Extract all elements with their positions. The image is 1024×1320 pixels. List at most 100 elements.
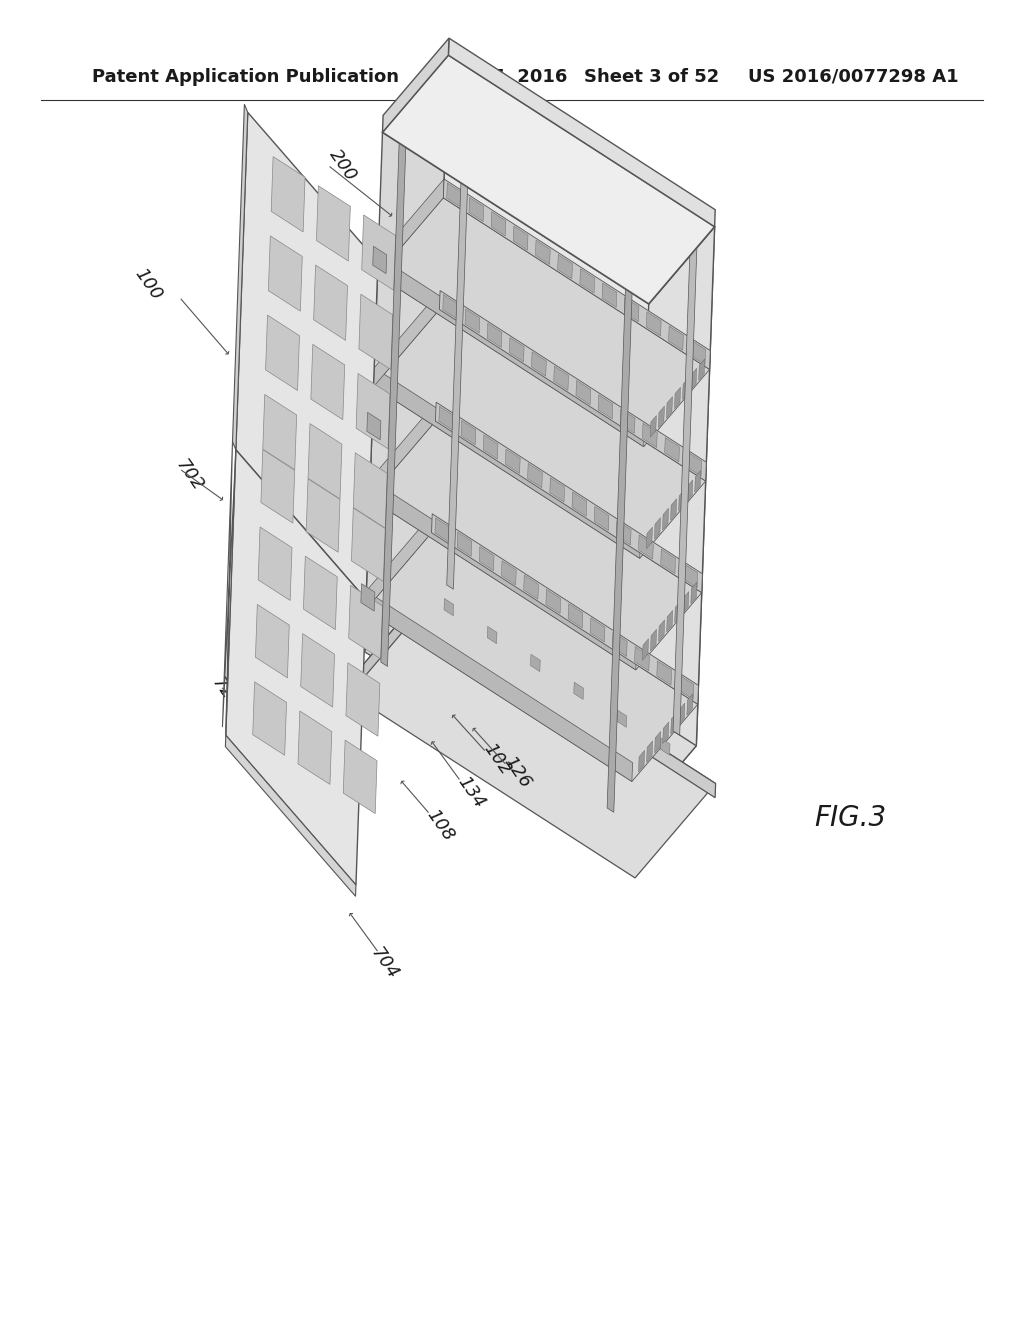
Polygon shape	[513, 226, 528, 251]
Polygon shape	[370, 421, 701, 669]
Polygon shape	[236, 112, 378, 599]
Polygon shape	[546, 589, 560, 614]
Text: 702: 702	[172, 455, 207, 495]
Text: 126: 126	[500, 752, 535, 792]
Polygon shape	[430, 55, 715, 746]
Polygon shape	[554, 366, 568, 391]
Polygon shape	[572, 492, 587, 516]
Polygon shape	[358, 294, 393, 370]
Polygon shape	[365, 55, 449, 652]
Polygon shape	[621, 409, 635, 433]
Polygon shape	[523, 576, 539, 599]
Polygon shape	[492, 211, 506, 236]
Polygon shape	[660, 738, 670, 755]
Polygon shape	[687, 694, 693, 715]
Polygon shape	[671, 499, 677, 520]
Polygon shape	[673, 211, 698, 735]
Polygon shape	[383, 55, 715, 304]
Polygon shape	[349, 585, 383, 659]
Polygon shape	[654, 517, 660, 540]
Polygon shape	[342, 595, 423, 704]
Polygon shape	[690, 368, 696, 389]
Polygon shape	[530, 655, 541, 672]
Text: 102: 102	[479, 739, 514, 779]
Polygon shape	[654, 731, 660, 752]
Text: 110: 110	[274, 205, 309, 244]
Polygon shape	[479, 546, 494, 570]
Polygon shape	[461, 421, 476, 445]
Text: Patent Application Publication: Patent Application Publication	[92, 67, 399, 86]
Text: US 2016/0077298 A1: US 2016/0077298 A1	[748, 67, 958, 86]
Polygon shape	[658, 620, 665, 642]
Polygon shape	[531, 352, 546, 376]
Polygon shape	[361, 215, 395, 290]
Polygon shape	[679, 704, 685, 725]
Polygon shape	[602, 282, 616, 308]
Polygon shape	[660, 549, 676, 573]
Polygon shape	[367, 412, 381, 440]
Polygon shape	[679, 490, 685, 511]
Polygon shape	[665, 438, 679, 462]
Polygon shape	[346, 663, 380, 737]
Polygon shape	[675, 387, 681, 409]
Polygon shape	[671, 713, 677, 734]
Polygon shape	[550, 478, 564, 502]
Polygon shape	[258, 527, 292, 601]
Polygon shape	[298, 711, 332, 784]
Polygon shape	[639, 750, 644, 772]
Polygon shape	[639, 535, 653, 560]
Polygon shape	[374, 309, 706, 558]
Polygon shape	[253, 682, 287, 755]
Polygon shape	[271, 157, 305, 232]
Polygon shape	[383, 38, 449, 132]
Polygon shape	[422, 595, 716, 797]
Polygon shape	[598, 395, 612, 418]
Polygon shape	[268, 236, 302, 312]
Polygon shape	[650, 416, 656, 437]
Polygon shape	[316, 186, 350, 261]
Polygon shape	[356, 374, 390, 449]
Polygon shape	[687, 480, 692, 502]
Polygon shape	[373, 247, 387, 273]
Polygon shape	[650, 630, 656, 651]
Polygon shape	[370, 479, 637, 669]
Polygon shape	[446, 66, 472, 589]
Text: 100: 100	[131, 264, 166, 304]
Polygon shape	[222, 442, 236, 735]
Polygon shape	[509, 338, 524, 362]
Text: 108: 108	[423, 805, 458, 845]
Polygon shape	[683, 591, 689, 612]
Polygon shape	[612, 632, 627, 656]
Polygon shape	[457, 532, 472, 557]
Polygon shape	[616, 520, 631, 545]
Polygon shape	[381, 143, 406, 667]
Polygon shape	[575, 380, 591, 405]
Polygon shape	[483, 434, 498, 459]
Polygon shape	[669, 326, 683, 350]
Polygon shape	[656, 661, 672, 685]
Polygon shape	[301, 634, 335, 708]
Polygon shape	[360, 583, 375, 611]
Polygon shape	[568, 603, 583, 628]
Polygon shape	[607, 289, 632, 812]
Polygon shape	[465, 309, 479, 333]
Polygon shape	[236, 450, 366, 609]
Polygon shape	[225, 450, 366, 884]
Polygon shape	[303, 556, 337, 630]
Polygon shape	[265, 315, 299, 391]
Polygon shape	[370, 403, 436, 498]
Polygon shape	[439, 290, 707, 480]
Text: FIG.3: FIG.3	[814, 804, 886, 833]
Polygon shape	[366, 533, 697, 781]
Text: 118: 118	[244, 297, 279, 337]
Polygon shape	[308, 424, 342, 499]
Text: 106: 106	[233, 469, 268, 508]
Polygon shape	[663, 722, 669, 743]
Polygon shape	[527, 463, 543, 487]
Text: Mar. 17, 2016: Mar. 17, 2016	[430, 67, 567, 86]
Polygon shape	[469, 197, 483, 222]
Polygon shape	[687, 451, 701, 477]
Text: 300: 300	[597, 350, 632, 389]
Text: 200: 200	[326, 145, 360, 185]
Polygon shape	[446, 183, 462, 207]
